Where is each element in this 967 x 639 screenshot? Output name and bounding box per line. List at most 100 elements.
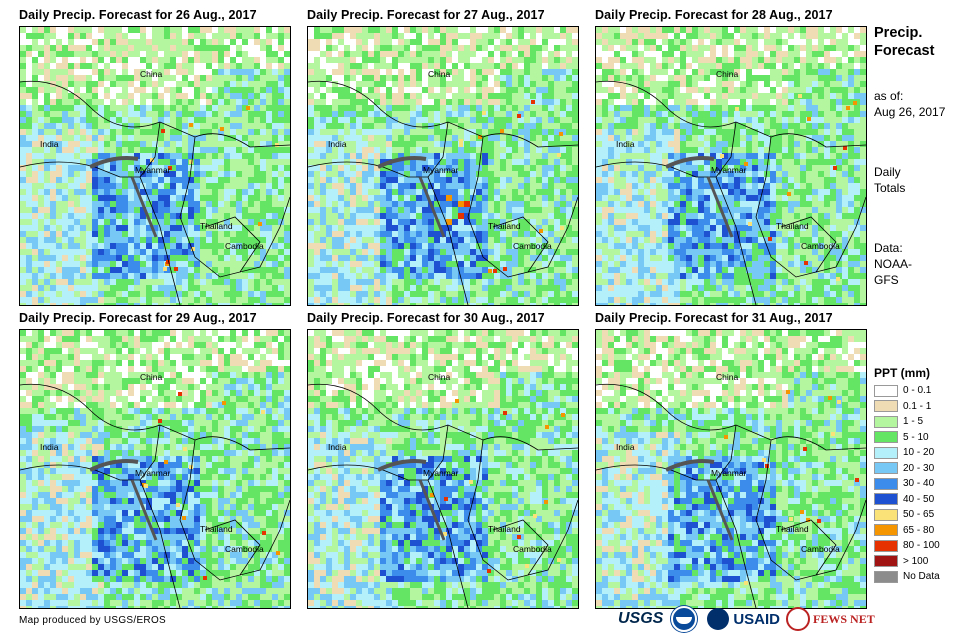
precip-grid: China India Myanmar Thailand Cambodia (596, 330, 866, 608)
label-cambodia: Cambodia (225, 544, 264, 554)
precip-map: China India Myanmar Thailand Cambodia (19, 329, 291, 609)
legend-label: 0 - 0.1 (903, 385, 932, 397)
legend-label: 5 - 10 (903, 431, 929, 443)
legend-label: 40 - 50 (903, 493, 935, 505)
legend-item: No Data (874, 569, 964, 585)
label-india: India (40, 139, 59, 149)
legend-swatch (874, 508, 898, 521)
panel-title: Daily Precip. Forecast for 26 Aug., 2017 (19, 8, 257, 22)
label-china: China (140, 69, 162, 79)
legend-label: 50 - 65 (903, 509, 935, 521)
legend-item: 1 - 5 (874, 414, 964, 430)
legend-label: 30 - 40 (903, 478, 935, 490)
label-india: India (616, 139, 635, 149)
legend-swatch (874, 570, 898, 583)
legend-title: PPT (mm) (874, 366, 931, 380)
label-thailand: Thailand (200, 524, 233, 534)
precip-map: China India Myanmar Thailand Cambodia (595, 329, 867, 609)
label-china: China (428, 372, 450, 382)
panel-title: Daily Precip. Forecast for 27 Aug., 2017 (307, 8, 545, 22)
legend-item: 65 - 80 (874, 523, 964, 539)
usaid-seal-icon (707, 608, 730, 630)
country-borders (20, 383, 290, 608)
noaa-logo-icon (671, 606, 698, 632)
legend-label: 10 - 20 (903, 447, 935, 459)
side-info: Precip. Forecast as of: Aug 26, 2017 Dai… (874, 24, 964, 288)
label-china: China (716, 69, 738, 79)
legend-swatch (874, 415, 898, 428)
legend-item: 20 - 30 (874, 461, 964, 477)
precip-grid: China India Myanmar Thailand Cambodia (20, 330, 290, 608)
legend-label: 0.1 - 1 (903, 400, 932, 412)
legend-swatch (874, 493, 898, 506)
legend-label: 1 - 5 (903, 416, 924, 428)
data-line2: NOAA- (874, 257, 913, 271)
label-china: China (716, 372, 738, 382)
label-cambodia: Cambodia (801, 241, 840, 251)
legend-swatch (874, 555, 898, 568)
label-india: India (328, 442, 347, 452)
country-borders (596, 80, 866, 305)
label-myanmar: Myanmar (135, 165, 171, 175)
label-thailand: Thailand (776, 524, 809, 534)
legend-item: 80 - 100 (874, 538, 964, 554)
legend-swatch (874, 384, 898, 397)
asof-date: Aug 26, 2017 (874, 105, 946, 119)
legend-swatch (874, 462, 898, 475)
legend-item: > 100 (874, 554, 964, 570)
panel-title: Daily Precip. Forecast for 29 Aug., 2017 (19, 311, 257, 325)
label-thailand: Thailand (200, 221, 233, 231)
legend-label: 65 - 80 (903, 524, 935, 536)
legend-item: 50 - 65 (874, 507, 964, 523)
legend-swatch (874, 400, 898, 413)
legend-rows: 0 - 0.1 0.1 - 1 1 - 5 5 - 10 10 - 20 20 - 30 3… (874, 383, 964, 585)
daily-line1: Daily (874, 165, 901, 179)
usaid-logo: USAID (733, 610, 781, 628)
panel-title: Daily Precip. Forecast for 30 Aug., 2017 (307, 311, 545, 325)
precip-grid: China India Myanmar Thailand Cambodia (308, 27, 578, 305)
label-myanmar: Myanmar (711, 468, 747, 478)
fews-seal-icon (786, 607, 811, 631)
country-borders (20, 80, 290, 305)
legend-item: 0.1 - 1 (874, 399, 964, 415)
legend-swatch (874, 524, 898, 537)
legend-label: 80 - 100 (903, 540, 940, 552)
precip-grid: China India Myanmar Thailand Cambodia (596, 27, 866, 305)
label-thailand: Thailand (488, 221, 521, 231)
side-title-line1: Precip. (874, 25, 923, 41)
label-myanmar: Myanmar (423, 165, 459, 175)
country-borders (308, 383, 578, 608)
label-cambodia: Cambodia (513, 241, 552, 251)
usgs-logo: USGS (618, 610, 664, 627)
label-india: India (328, 139, 347, 149)
legend-swatch (874, 431, 898, 444)
legend-swatch (874, 477, 898, 490)
logo-strip: USGS USAID FEWS NET (618, 604, 875, 634)
legend-item: 10 - 20 (874, 445, 964, 461)
label-cambodia: Cambodia (801, 544, 840, 554)
legend-item: 30 - 40 (874, 476, 964, 492)
legend-swatch (874, 446, 898, 459)
data-line3: GFS (874, 273, 899, 287)
label-china: China (428, 69, 450, 79)
precip-map: China India Myanmar Thailand Cambodia (307, 26, 579, 306)
label-myanmar: Myanmar (711, 165, 747, 175)
precip-map: China India Myanmar Thailand Cambodia (19, 26, 291, 306)
label-thailand: Thailand (488, 524, 521, 534)
label-china: China (140, 372, 162, 382)
legend-swatch (874, 539, 898, 552)
fews-net-logo: FEWS NET (813, 611, 875, 626)
legend-item: 5 - 10 (874, 430, 964, 446)
label-cambodia: Cambodia (225, 241, 264, 251)
precip-grid: China India Myanmar Thailand Cambodia (20, 27, 290, 305)
side-title-line2: Forecast (874, 43, 935, 59)
label-india: India (616, 442, 635, 452)
panel-title: Daily Precip. Forecast for 28 Aug., 2017 (595, 8, 833, 22)
label-india: India (40, 442, 59, 452)
daily-line2: Totals (874, 181, 906, 195)
credit-text: Map produced by USGS/EROS (19, 615, 167, 626)
panel-title: Daily Precip. Forecast for 31 Aug., 2017 (595, 311, 833, 325)
legend-label: > 100 (903, 555, 929, 567)
data-line1: Data: (874, 241, 903, 255)
label-myanmar: Myanmar (423, 468, 459, 478)
